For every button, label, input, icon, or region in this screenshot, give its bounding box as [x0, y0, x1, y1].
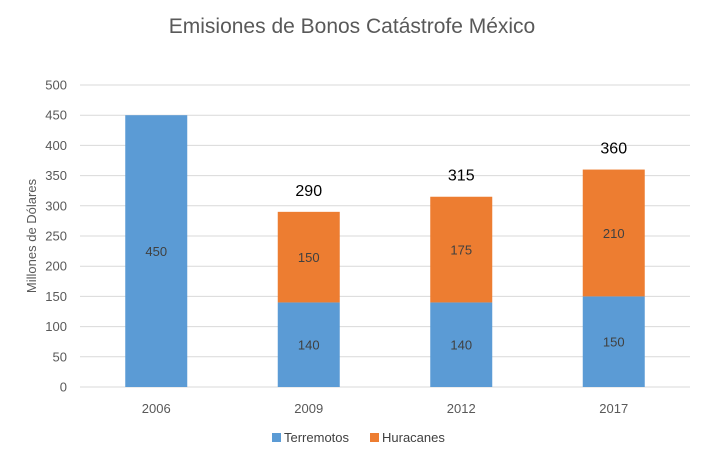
y-tick-label: 450 — [45, 108, 67, 123]
x-tick-label: 2012 — [447, 401, 476, 416]
y-tick-label: 350 — [45, 168, 67, 183]
x-tick-label: 2017 — [599, 401, 628, 416]
bar-huracanes-2017 — [582, 169, 645, 297]
bar-terremotos-2012 — [430, 302, 493, 387]
legend: Terremotos Huracanes — [272, 430, 445, 445]
y-tick-label: 150 — [45, 289, 67, 304]
bar-terremotos-2006 — [125, 115, 188, 387]
y-tick-label: 100 — [45, 319, 67, 334]
data-label: 140 — [450, 338, 472, 353]
data-label: 175 — [450, 243, 472, 258]
y-tick-label: 50 — [53, 349, 67, 364]
y-axis-ticks: 0 50 100 150 200 250 300 350 400 450 500 — [45, 78, 67, 395]
x-tick-label: 2009 — [294, 401, 323, 416]
x-tick-label: 2006 — [142, 401, 171, 416]
chart-title: Emisiones de Bonos Catástrofe México — [169, 15, 536, 38]
bar-terremotos-2009 — [277, 302, 340, 387]
legend-swatch-huracanes — [370, 433, 379, 442]
data-label: 150 — [603, 335, 625, 350]
legend-swatch-terremotos — [272, 433, 281, 442]
data-label: 450 — [145, 244, 167, 259]
data-label: 150 — [298, 250, 320, 265]
x-axis-ticks: 2006 2009 2012 2017 — [142, 401, 628, 416]
total-label: 290 — [295, 183, 322, 200]
total-label: 360 — [600, 141, 627, 158]
y-tick-label: 250 — [45, 229, 67, 244]
total-label: 315 — [448, 168, 475, 185]
data-label: 140 — [298, 338, 320, 353]
legend-label-terremotos: Terremotos — [284, 430, 350, 445]
y-tick-label: 300 — [45, 198, 67, 213]
y-tick-label: 500 — [45, 78, 67, 93]
data-label: 210 — [603, 226, 625, 241]
y-tick-label: 0 — [60, 380, 67, 395]
bar-terremotos-2017 — [582, 296, 645, 387]
bars: 450 140 150 290 140 175 315 150 210 360 — [125, 115, 645, 387]
y-tick-label: 200 — [45, 259, 67, 274]
legend-label-huracanes: Huracanes — [382, 430, 445, 445]
y-tick-label: 400 — [45, 138, 67, 153]
bar-huracanes-2012 — [430, 196, 493, 303]
bar-huracanes-2009 — [277, 211, 340, 303]
y-axis-title: Millones de Dólares — [24, 178, 39, 293]
